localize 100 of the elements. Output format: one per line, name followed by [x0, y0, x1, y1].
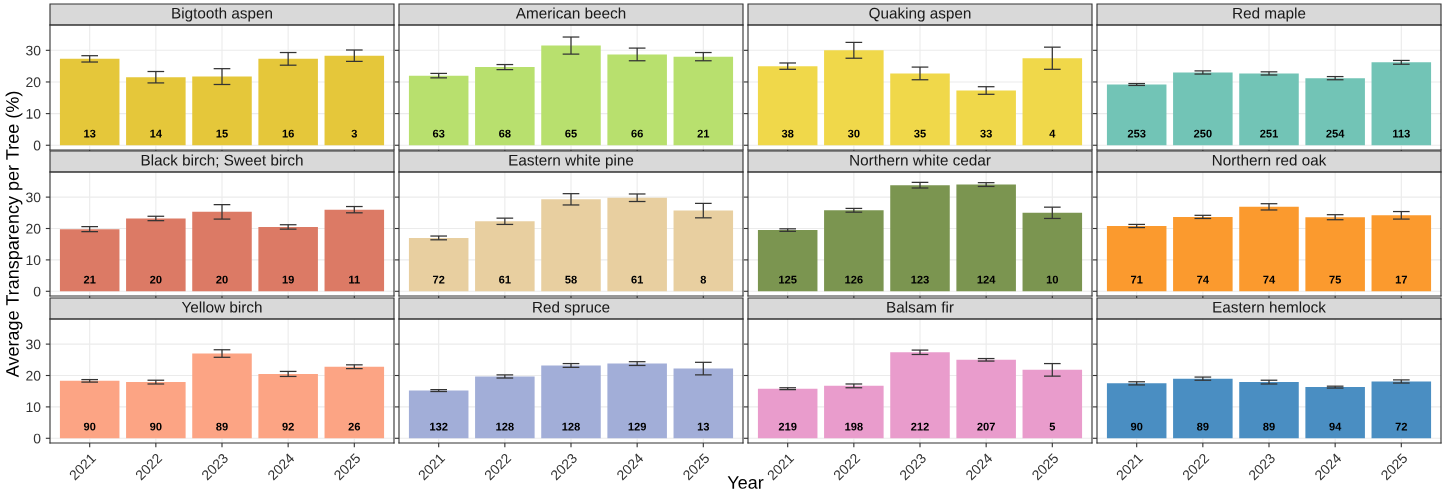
annotation: 250 [1193, 129, 1212, 138]
bar [824, 210, 884, 292]
bar [408, 390, 469, 439]
bar [126, 218, 186, 292]
bar [956, 359, 1016, 439]
bar [1239, 206, 1299, 292]
annotation: 113 [1393, 129, 1410, 138]
annotation: 253 [1127, 129, 1146, 138]
y-tick-label: 0 [33, 286, 41, 297]
bar [258, 226, 318, 292]
bar [1022, 58, 1083, 146]
bar [956, 184, 1016, 292]
annotation: 126 [845, 275, 863, 284]
y-tick-label: 10 [26, 255, 41, 266]
annotation: 94 [1329, 422, 1342, 431]
bar [1305, 217, 1365, 292]
chart-title: Eastern hemlock [1213, 301, 1326, 313]
bar [1173, 72, 1233, 146]
chart-title: American beech [515, 7, 626, 19]
bar [192, 211, 252, 292]
bar [607, 363, 667, 439]
annotation: 16 [282, 129, 294, 138]
bar [1371, 62, 1432, 146]
bar [956, 90, 1016, 146]
annotation: 254 [1326, 129, 1345, 138]
annotation: 30 [847, 129, 860, 138]
chart-title: Northern white cedar [850, 154, 991, 166]
y-tick-label: 0 [33, 140, 41, 151]
bar [1106, 225, 1167, 292]
bar [192, 76, 252, 146]
annotation: 58 [565, 275, 577, 284]
bar [1239, 73, 1299, 146]
annotation: 72 [1395, 422, 1408, 431]
y-tick-label: 10 [26, 108, 41, 119]
annotation: 20 [216, 275, 228, 284]
annotation: 92 [282, 422, 294, 431]
bar [258, 373, 318, 439]
annotation: 8 [700, 275, 707, 284]
annotation: 66 [631, 129, 643, 138]
bar [324, 366, 385, 439]
bar [1371, 215, 1432, 292]
chart-title: Bigtooth aspen [172, 7, 272, 22]
annotation: 5 [1049, 422, 1056, 431]
bar [126, 382, 186, 439]
annotation: 198 [845, 422, 863, 431]
y-tick-label: 20 [26, 223, 41, 234]
chart-title: Balsam fir [887, 301, 954, 313]
chart-title: Northern red oak [1212, 154, 1327, 166]
y-tick-label: 30 [26, 45, 41, 56]
annotation: 124 [977, 275, 996, 284]
bar [607, 197, 667, 292]
bar [59, 58, 120, 146]
bar [59, 380, 120, 439]
bar [673, 368, 734, 439]
annotation: 125 [779, 275, 797, 284]
annotation: 17 [1395, 275, 1407, 284]
annotation: 74 [1263, 275, 1276, 284]
y-tick-label: 10 [26, 402, 41, 413]
bar [890, 352, 950, 439]
annotation: 33 [980, 129, 992, 138]
annotation: 11 [349, 275, 360, 284]
chart-title: Yellow birch [181, 301, 262, 313]
chart-title: Black birch; Sweet birch [141, 154, 303, 168]
annotation: 35 [914, 129, 926, 138]
annotation: 123 [911, 275, 929, 284]
annotation: 26 [348, 422, 361, 431]
y-tick-label: 30 [26, 339, 41, 350]
annotation: 132 [430, 422, 448, 431]
bar [1022, 369, 1083, 439]
annotation: 21 [83, 275, 96, 284]
bar [673, 56, 734, 146]
bar [475, 67, 535, 146]
bar [1022, 212, 1083, 292]
bar [59, 229, 120, 292]
bar [673, 210, 734, 292]
bar [757, 66, 818, 146]
x-axis-title: Year [727, 476, 764, 489]
bar [890, 73, 950, 146]
annotation: 14 [150, 129, 162, 138]
annotation: 63 [432, 129, 445, 138]
bar [757, 388, 818, 439]
annotation: 72 [432, 275, 445, 284]
bar [541, 365, 601, 439]
bar [475, 221, 535, 292]
annotation: 71 [1130, 275, 1143, 284]
y-axis-title: Average Transparency per Tree (%) [5, 91, 23, 378]
annotation: 219 [778, 422, 797, 431]
annotation: 21 [697, 129, 710, 138]
annotation: 68 [499, 129, 511, 138]
annotation: 251 [1260, 129, 1278, 138]
bar [541, 45, 601, 146]
y-tick-label: 30 [26, 192, 41, 203]
bar [1106, 84, 1167, 146]
bar [824, 385, 884, 439]
annotation: 19 [282, 275, 294, 284]
bar [192, 353, 252, 439]
annotation: 20 [150, 275, 162, 284]
annotation: 89 [216, 422, 228, 431]
annotation: 13 [697, 422, 710, 431]
annotation: 89 [1263, 422, 1275, 431]
